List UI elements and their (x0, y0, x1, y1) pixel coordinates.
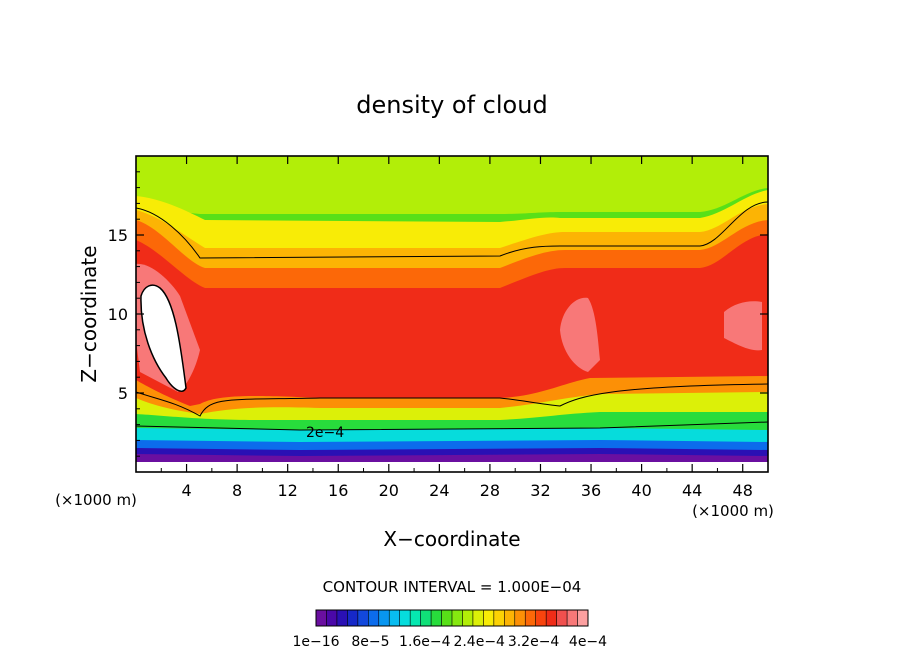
contour-line-mid (136, 383, 768, 417)
chart-title: density of cloud (356, 91, 547, 119)
colorbar-swatch (388, 609, 401, 627)
x-tick-label: 12 (278, 481, 298, 500)
colorbar-swatch (566, 609, 579, 627)
colorbar-labels: 1e−16 8e−5 1.6e−4 2.4e−4 3.2e−4 4e−4 (292, 634, 607, 650)
band-white-bottom (136, 462, 768, 472)
colorbar-swatch (556, 609, 568, 627)
colorbar-swatch (535, 609, 547, 627)
colorbar-swatch (493, 609, 505, 627)
x-tick-label: 8 (232, 481, 242, 500)
colorbar-swatch (399, 609, 411, 627)
y-axis-ticks: 5 10 15 (108, 171, 768, 457)
colorbar-label: 3.2e−4 (508, 634, 560, 650)
colorbar-swatch (483, 609, 495, 627)
x-tick-label: 20 (379, 481, 399, 500)
x-tick-label: 32 (530, 481, 550, 500)
colorbar-swatch (514, 609, 526, 627)
x-tick-label: 44 (682, 481, 702, 500)
contour-lines (136, 201, 768, 431)
band-pink-right (724, 301, 762, 351)
x-tick-label: 24 (429, 481, 449, 500)
y-tick-label: 10 (108, 305, 128, 324)
colorbar-frame (315, 609, 589, 627)
contour-line-upper (136, 201, 768, 259)
band-pink (560, 297, 600, 372)
colorbar-swatch (524, 609, 537, 627)
contour-label: 2e−4 (306, 425, 344, 441)
colorbar-swatch (315, 609, 327, 627)
colorbar-label: 8e−5 (351, 634, 389, 650)
colorbar-label: 1.6e−4 (399, 634, 451, 650)
white-void (140, 284, 187, 392)
colorbar-swatch (336, 609, 348, 627)
x-tick-label: 40 (631, 481, 651, 500)
colorbar-swatch (368, 609, 380, 627)
y-tick-label: 15 (108, 226, 128, 245)
contour-interval-text: CONTOUR INTERVAL = 1.000E−04 (323, 578, 582, 596)
x-tick-label: 48 (733, 481, 753, 500)
y-tick-label: 5 (118, 384, 128, 403)
colorbar-swatch (577, 609, 589, 627)
colorbar-swatch (347, 609, 359, 627)
contour-field (136, 156, 768, 472)
band-yellowgreen (136, 156, 768, 214)
colorbar-swatch (472, 609, 484, 627)
x-axis-label: X−coordinate (383, 527, 520, 551)
colorbar-swatch (545, 609, 558, 627)
x-tick-label: 4 (181, 481, 191, 500)
colorbar-swatch (430, 609, 443, 627)
contour-line-low (136, 421, 768, 431)
y-axis-label: Z−coordinate (77, 245, 101, 382)
colorbar-swatch (409, 609, 422, 627)
colorbar-swatch (462, 609, 474, 627)
x-unit-left: (×1000 m) (55, 491, 137, 509)
colorbar (315, 609, 589, 627)
colorbar-swatch (378, 609, 390, 627)
colorbar-label: 1e−16 (292, 634, 339, 650)
x-tick-label: 16 (328, 481, 348, 500)
x-tick-label: 28 (480, 481, 500, 500)
colorbar-label: 2.4e−4 (453, 634, 505, 650)
colorbar-swatch (451, 609, 463, 627)
x-tick-label: 36 (581, 481, 601, 500)
colorbar-swatch (420, 609, 432, 627)
x-axis-ticks: 4 8 12 16 20 24 28 32 36 40 44 48 (160, 156, 753, 500)
x-unit-right: (×1000 m) (692, 502, 774, 520)
colorbar-label: 4e−4 (569, 634, 607, 650)
colorbar-swatch (326, 609, 338, 627)
colorbar-swatch (441, 609, 453, 627)
colorbar-swatch (357, 609, 369, 627)
colorbar-swatch (504, 609, 516, 627)
